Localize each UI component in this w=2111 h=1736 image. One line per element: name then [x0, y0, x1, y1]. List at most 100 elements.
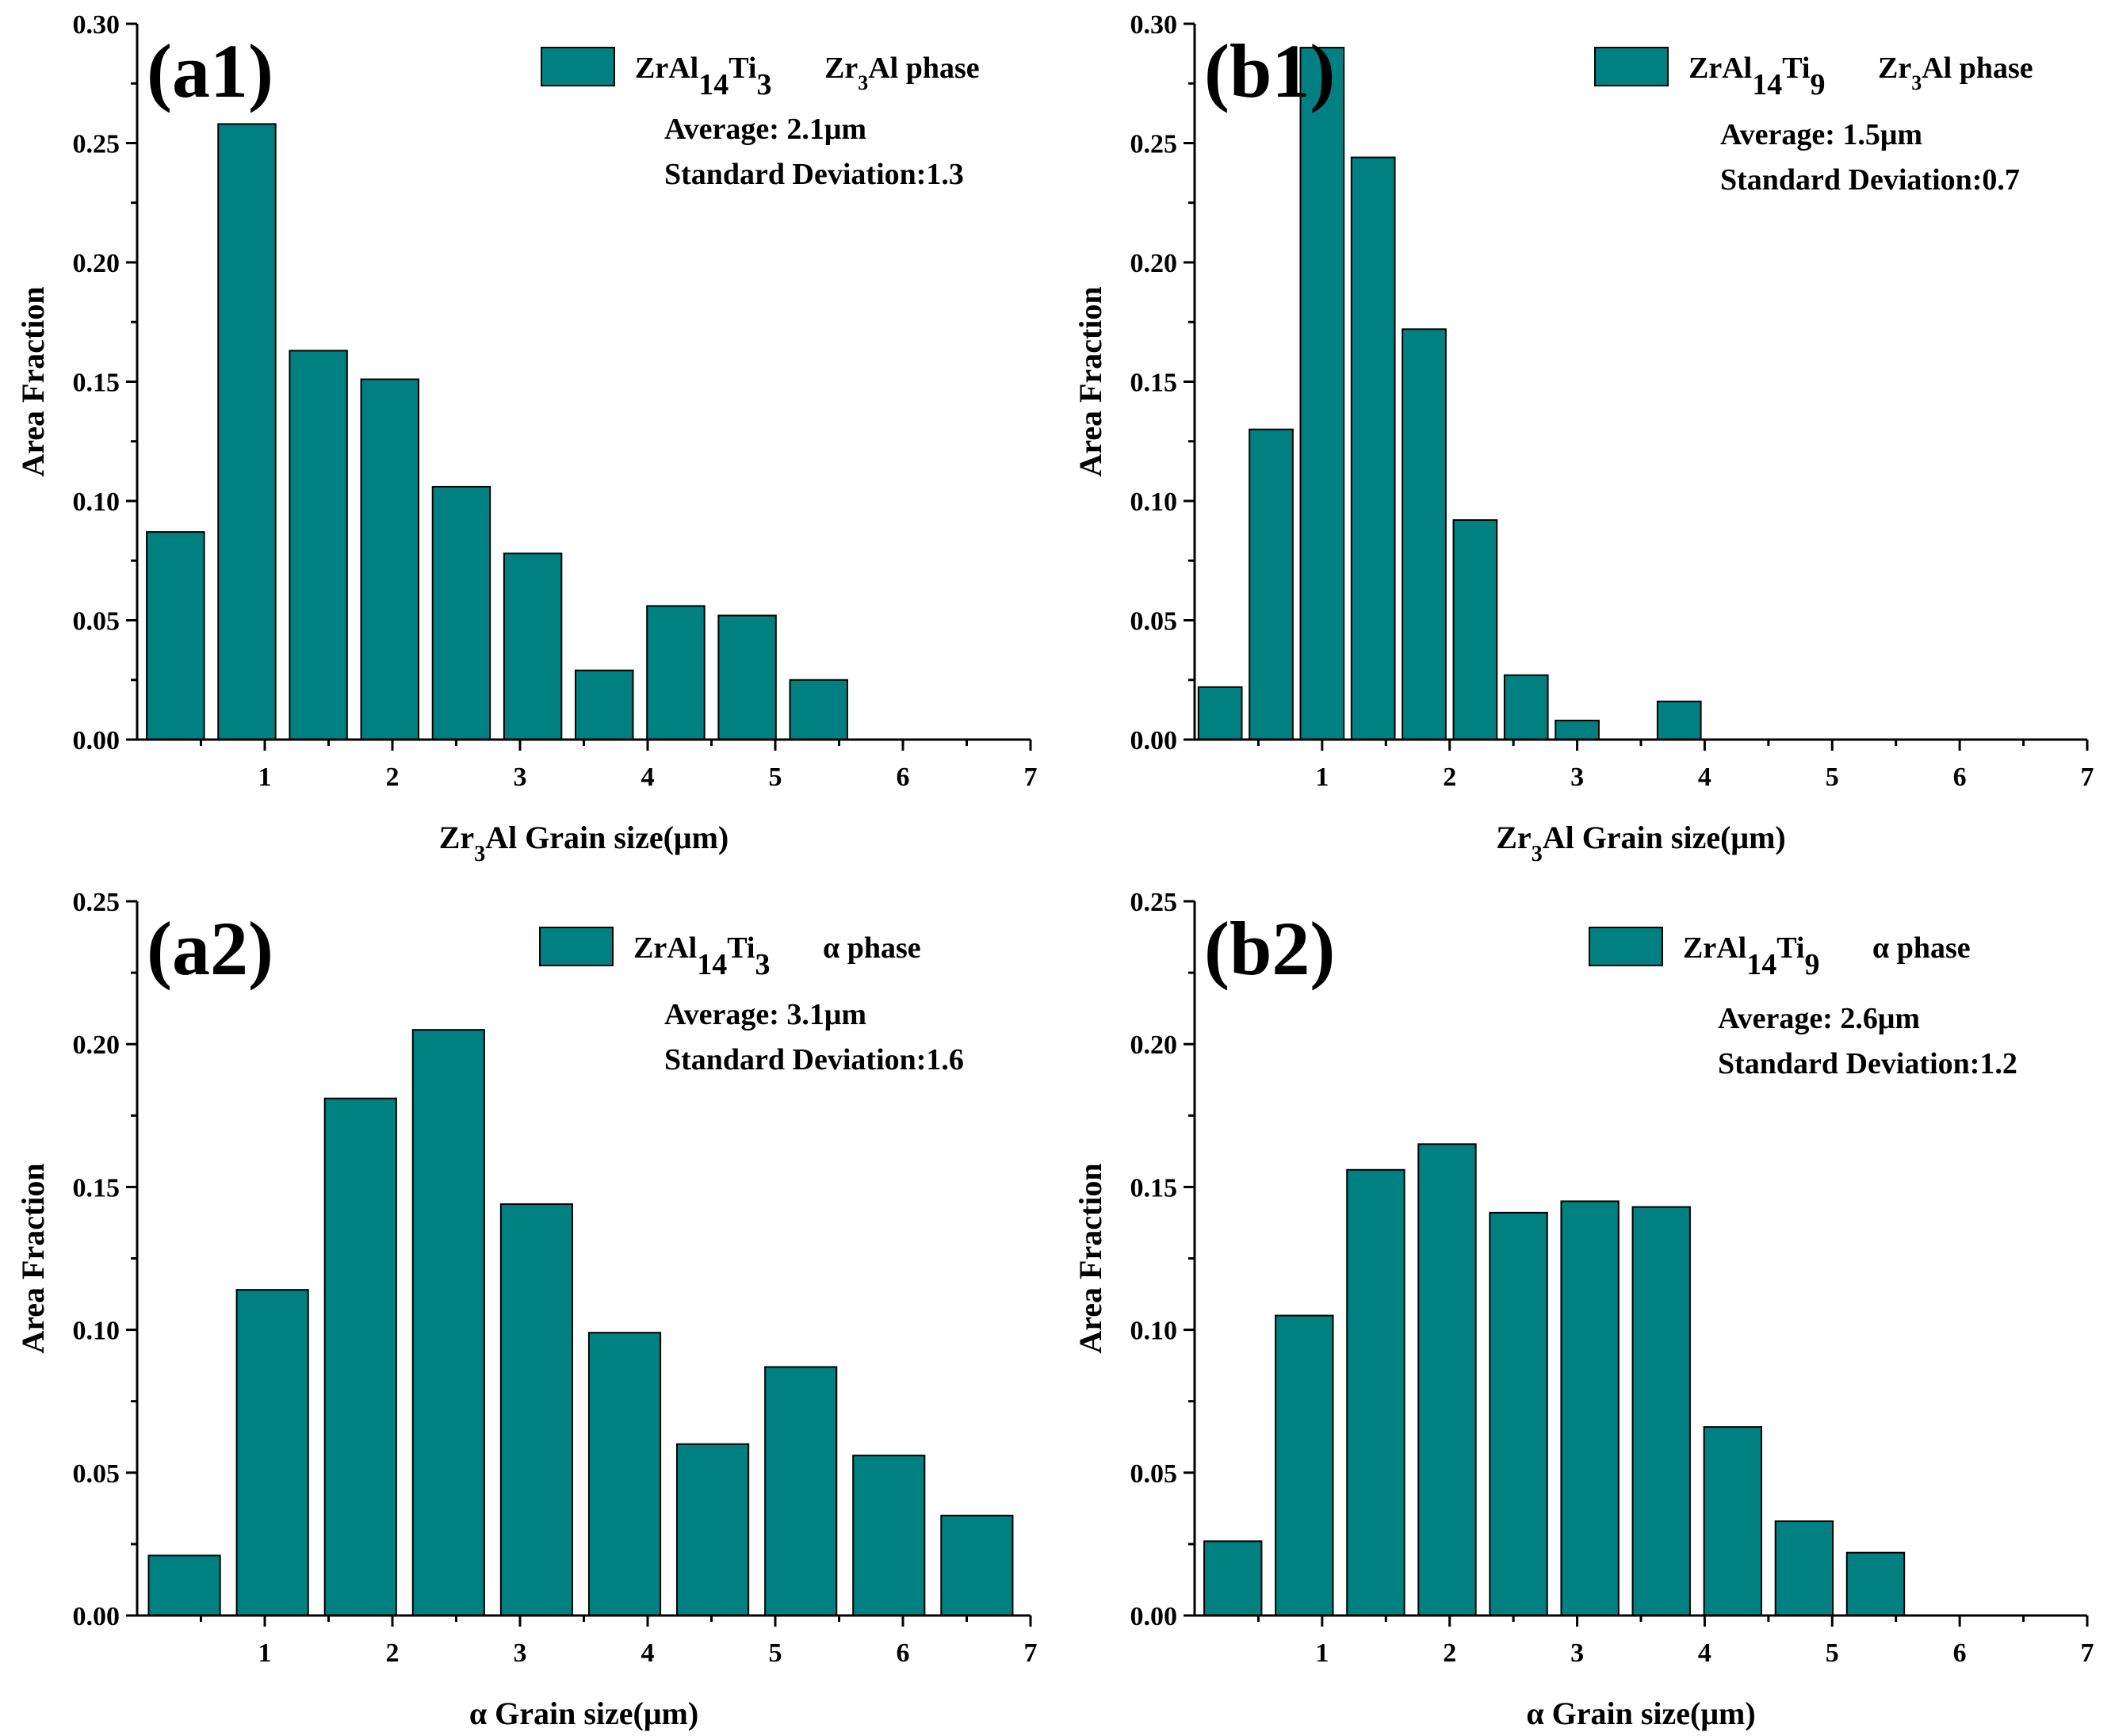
bar — [1631, 1206, 1691, 1617]
x-tick-label: 2 — [386, 763, 400, 792]
bar — [1275, 1314, 1334, 1616]
x-axis-title: α Grain size(μm) — [469, 1696, 698, 1731]
y-tick-label: 0.05 — [73, 607, 120, 637]
bar — [1346, 1168, 1405, 1616]
x-axis-title: Zr3Al Grain size(μm) — [1496, 820, 1786, 866]
x-tick-label: 1 — [1315, 1638, 1329, 1668]
legend-alloy: ZrAl14Ti3 — [633, 931, 770, 981]
y-tick-label: 0.10 — [73, 1317, 120, 1346]
legend-swatch — [1589, 927, 1663, 966]
x-tick-label: 5 — [769, 763, 782, 792]
stat-std: Standard Deviation:1.2 — [1718, 1047, 2017, 1080]
x-tick-label: 7 — [1024, 763, 1038, 792]
bar — [1555, 719, 1600, 740]
bar — [146, 531, 205, 740]
x-tick-label: 5 — [1826, 1638, 1839, 1668]
y-tick-label: 0.10 — [1130, 1317, 1178, 1346]
bar — [235, 1289, 309, 1617]
bar — [360, 378, 420, 740]
y-tick-label: 0.20 — [73, 1031, 120, 1060]
y-axis-title: Area Fraction — [15, 1163, 51, 1353]
legend-phase: Zr3Al phase — [824, 52, 980, 94]
bar — [1489, 1211, 1548, 1617]
bar — [411, 1029, 485, 1617]
y-tick-label: 0.05 — [73, 1459, 120, 1489]
bar — [503, 553, 563, 740]
bar — [1452, 519, 1498, 741]
bar — [676, 1443, 750, 1617]
legend-alloy: ZrAl14Ti3 — [635, 52, 771, 101]
y-tick-label: 0.25 — [73, 130, 120, 159]
stat-average: Average: 1.5μm — [1720, 118, 1922, 151]
bar — [587, 1332, 662, 1616]
stat-average: Average: 3.1μm — [664, 998, 866, 1031]
x-tick-label: 1 — [258, 1638, 272, 1668]
x-tick-label: 2 — [386, 1638, 400, 1668]
x-tick-label: 7 — [2081, 763, 2094, 792]
y-tick-label: 0.15 — [1130, 1173, 1178, 1203]
bar — [789, 679, 848, 740]
x-axis-title: Zr3Al Grain size(μm) — [439, 820, 729, 866]
bar — [1560, 1200, 1620, 1617]
bar — [575, 669, 634, 741]
stat-std: Standard Deviation:1.3 — [664, 158, 964, 191]
x-tick-label: 4 — [641, 1638, 655, 1668]
y-axis-title: Area Fraction — [15, 286, 51, 476]
y-tick-label: 0.15 — [73, 1173, 120, 1203]
x-tick-label: 2 — [1443, 1638, 1456, 1668]
y-tick-label: 0.05 — [1130, 607, 1178, 637]
stat-average: Average: 2.6μm — [1718, 1002, 1920, 1035]
y-tick-label: 0.15 — [73, 369, 120, 398]
bar — [1503, 674, 1549, 740]
bar — [1774, 1520, 1834, 1616]
x-tick-label: 4 — [1698, 1638, 1711, 1668]
x-tick-label: 3 — [1570, 1638, 1584, 1668]
x-tick-label: 6 — [1953, 763, 1967, 792]
legend-swatch — [541, 47, 615, 86]
y-axis-title: Area Fraction — [1073, 1163, 1108, 1353]
legend-alloy: ZrAl14Ti9 — [1688, 52, 1825, 101]
legend-phase: α phase — [1872, 931, 1971, 965]
legend-swatch — [539, 927, 614, 966]
bar — [147, 1554, 221, 1617]
bar — [764, 1366, 838, 1617]
bar — [1299, 47, 1345, 741]
x-tick-label: 3 — [514, 763, 527, 792]
stat-average: Average: 2.1μm — [664, 113, 866, 146]
bar — [646, 605, 706, 740]
panel-label: (b1) — [1204, 29, 1335, 113]
y-tick-label: 0.30 — [73, 10, 120, 40]
y-tick-label: 0.05 — [1130, 1459, 1178, 1489]
panel-label: (a1) — [147, 29, 273, 113]
x-axis-title: α Grain size(μm) — [1526, 1696, 1755, 1731]
x-tick-label: 7 — [1024, 1638, 1038, 1668]
x-tick-label: 6 — [1953, 1638, 1967, 1668]
bar — [1203, 1540, 1263, 1617]
x-tick-label: 5 — [1826, 763, 1839, 792]
y-tick-label: 0.00 — [73, 726, 120, 755]
bar — [289, 350, 348, 740]
panel-a1: 0.00 0.05 0.10 0.15 0.20 0.25 0.30 1 2 3 4 5 6 7 Area … — [15, 10, 1038, 866]
bar — [1350, 156, 1396, 740]
bar — [1197, 686, 1243, 741]
y-tick-label: 0.15 — [1130, 369, 1178, 398]
y-tick-label: 0.00 — [1130, 726, 1178, 755]
bar — [940, 1514, 1014, 1616]
x-tick-label: 1 — [1315, 763, 1329, 792]
y-tick-label: 0.25 — [1130, 888, 1178, 917]
y-tick-label: 0.00 — [73, 1602, 120, 1631]
y-tick-label: 0.25 — [73, 888, 120, 917]
stat-std: Standard Deviation:0.7 — [1720, 163, 2020, 197]
panel-b2: 0.00 0.05 0.10 0.15 0.20 0.25 1 2 3 4 5 6 7 Area Frac… — [1073, 888, 2094, 1731]
bar — [1417, 1143, 1477, 1616]
y-tick-label: 0.10 — [73, 488, 120, 517]
bar — [1845, 1551, 1906, 1617]
y-tick-label: 0.10 — [1130, 488, 1178, 517]
bar — [499, 1203, 574, 1617]
bar — [1656, 700, 1702, 741]
bar — [717, 614, 777, 740]
y-tick-label: 0.30 — [1130, 10, 1178, 40]
bar — [1402, 328, 1447, 740]
x-tick-label: 2 — [1443, 763, 1456, 792]
y-tick-label: 0.20 — [73, 249, 120, 278]
